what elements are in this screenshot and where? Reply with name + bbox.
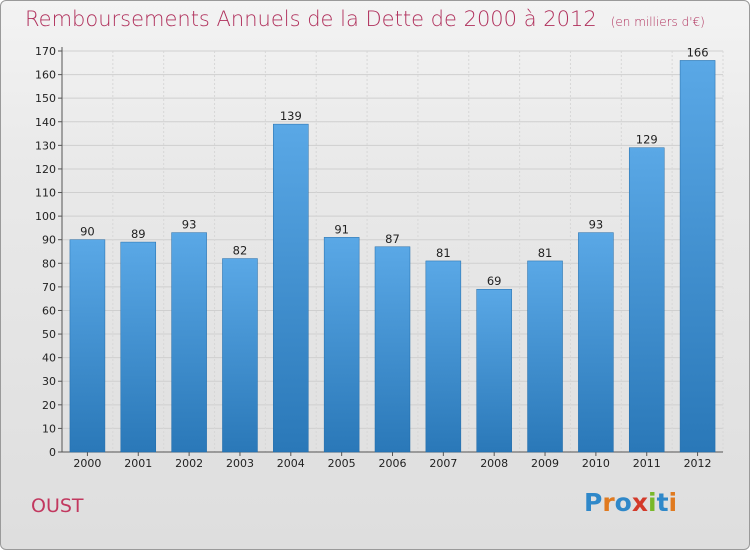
- y-tick-label: 50: [42, 328, 56, 341]
- x-tick-label-2012: 2012: [684, 457, 712, 470]
- y-tick-label: 90: [42, 234, 56, 247]
- y-tick-label: 40: [42, 352, 56, 365]
- y-tick-label: 20: [42, 399, 56, 412]
- chart-unit: (en milliers d'€): [610, 15, 705, 29]
- x-tick-label-2003: 2003: [226, 457, 254, 470]
- data-label-2000: 90: [80, 225, 95, 239]
- data-label-2006: 87: [385, 232, 400, 246]
- y-tick-label: 170: [35, 45, 56, 58]
- proxiti-logo: Proxiti: [584, 488, 677, 517]
- bar-2010: [578, 232, 614, 453]
- data-label-2009: 81: [538, 246, 553, 260]
- bar-2007: [425, 260, 462, 453]
- logo-letter: r: [602, 488, 615, 517]
- data-labels: 90 89 93 82 139 91 87 81 69 81 93 129 166: [80, 45, 708, 288]
- bar-2000: [69, 239, 106, 453]
- bar-2005: [323, 237, 360, 453]
- bar-2008: [476, 288, 512, 453]
- y-tick-label: 100: [35, 210, 56, 223]
- data-label-2004: 139: [280, 109, 302, 123]
- x-tick-label-2002: 2002: [175, 457, 203, 470]
- x-tick-label-2008: 2008: [480, 457, 508, 470]
- logo-letter: i: [668, 488, 678, 517]
- data-label-2003: 82: [233, 244, 248, 258]
- bar-2004: [273, 123, 309, 453]
- bar-2002: [171, 232, 207, 453]
- y-tick-label: 80: [42, 257, 56, 270]
- bar-2009: [527, 260, 563, 453]
- x-tick-label-2001: 2001: [124, 457, 152, 470]
- x-tick-label-2000: 2000: [73, 457, 101, 470]
- y-tick-label: 140: [35, 116, 56, 129]
- y-tick-label: 0: [49, 446, 56, 459]
- bar-2006: [374, 246, 411, 453]
- data-label-2001: 89: [131, 227, 146, 241]
- y-tick-label: 150: [35, 92, 56, 105]
- y-tick-label: 30: [42, 375, 56, 388]
- logo-letter: x: [631, 488, 648, 517]
- logo-letter: P: [584, 488, 603, 517]
- y-tick-label: 130: [35, 139, 56, 152]
- bars: [69, 60, 716, 453]
- data-label-2005: 91: [334, 222, 349, 236]
- logo-letter: t: [656, 488, 669, 517]
- x-tick-label-2011: 2011: [633, 457, 661, 470]
- data-label-2012: 166: [687, 45, 709, 59]
- y-tick-label: 110: [35, 187, 56, 200]
- logo-letter: o: [614, 488, 632, 517]
- y-tick-label: 120: [35, 163, 56, 176]
- chart-title-text: Remboursements Annuels de la Dette de 20…: [25, 7, 597, 31]
- commune-name: OUST: [31, 495, 84, 517]
- y-tick-label: 10: [42, 422, 56, 435]
- bar-2003: [222, 258, 258, 453]
- x-tick-label-2009: 2009: [531, 457, 559, 470]
- x-tick-label-2005: 2005: [328, 457, 356, 470]
- bar-2001: [120, 241, 157, 453]
- x-tick-label-2010: 2010: [582, 457, 610, 470]
- x-tick-label-2004: 2004: [277, 457, 305, 470]
- data-label-2008: 69: [487, 274, 502, 288]
- logo-letter: i: [648, 488, 657, 517]
- y-tick-labels: 0 10 20 30 40 50 60 70 80 90 100 110 120 130 140 150 160…: [35, 45, 56, 459]
- data-label-2011: 129: [636, 133, 658, 147]
- y-tick-label: 70: [42, 281, 56, 294]
- x-tick-label-2007: 2007: [429, 457, 457, 470]
- bar-2011: [628, 147, 665, 453]
- bar-2012: [679, 60, 716, 453]
- data-label-2007: 81: [436, 246, 451, 260]
- y-tick-label: 160: [35, 69, 56, 82]
- y-tick-label: 60: [42, 304, 56, 317]
- data-label-2002: 93: [182, 218, 197, 232]
- data-label-2010: 93: [589, 218, 604, 232]
- chart-title: Remboursements Annuels de la Dette de 20…: [25, 7, 705, 31]
- x-tick-label-2006: 2006: [379, 457, 407, 470]
- x-tick-labels: 2000 2001 2002 2003 2004 2005 2006 2007 2008 2009…: [73, 457, 711, 470]
